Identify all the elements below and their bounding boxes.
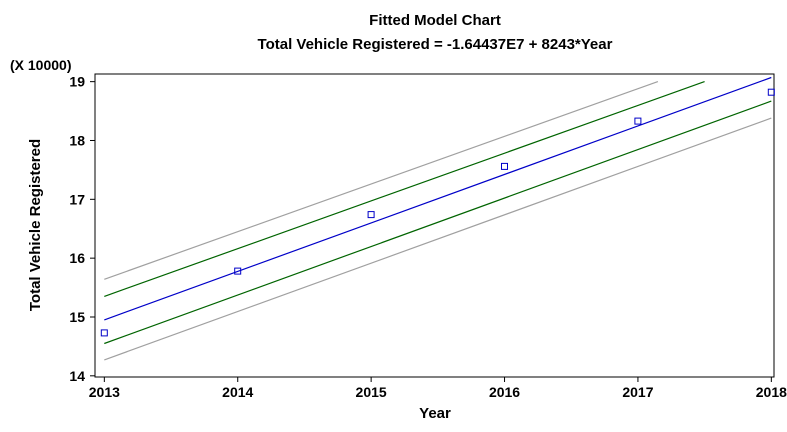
chart-title: Fitted Model Chart <box>369 12 501 29</box>
x-tick-label: 2015 <box>356 384 387 400</box>
lower-confidence-limit-line <box>104 100 772 345</box>
data-point <box>501 162 508 170</box>
data-point <box>367 211 375 219</box>
y-tick-label: 15 <box>69 309 85 325</box>
chart-subtitle: Total Vehicle Registered = -1.64437E7 + … <box>258 36 613 53</box>
upper-prediction-limit-line <box>104 81 659 280</box>
y-multiplier-label: (X 10000) <box>10 57 71 73</box>
data-point <box>234 267 242 275</box>
lower-prediction-limit-line <box>104 117 772 361</box>
y-tick-label: 16 <box>69 250 85 266</box>
fitted-line-line <box>104 76 772 321</box>
data-point <box>767 88 775 96</box>
x-tick-label: 2018 <box>756 384 787 400</box>
y-axis-label: Total Vehicle Registered <box>27 139 44 311</box>
y-tick-label: 14 <box>69 368 85 384</box>
y-tick-label: 19 <box>69 74 85 90</box>
y-tick-label: 18 <box>69 132 85 148</box>
x-tick-label: 2014 <box>222 384 253 400</box>
x-tick-label: 2013 <box>89 384 120 400</box>
x-axis-label: Year <box>419 405 451 422</box>
y-tick-label: 17 <box>69 191 85 207</box>
data-point <box>634 117 642 125</box>
x-tick-label: 2017 <box>622 384 653 400</box>
upper-confidence-limit-line <box>104 81 705 297</box>
data-point <box>100 329 108 337</box>
plot-frame <box>94 73 775 378</box>
x-tick-label: 2016 <box>489 384 520 400</box>
